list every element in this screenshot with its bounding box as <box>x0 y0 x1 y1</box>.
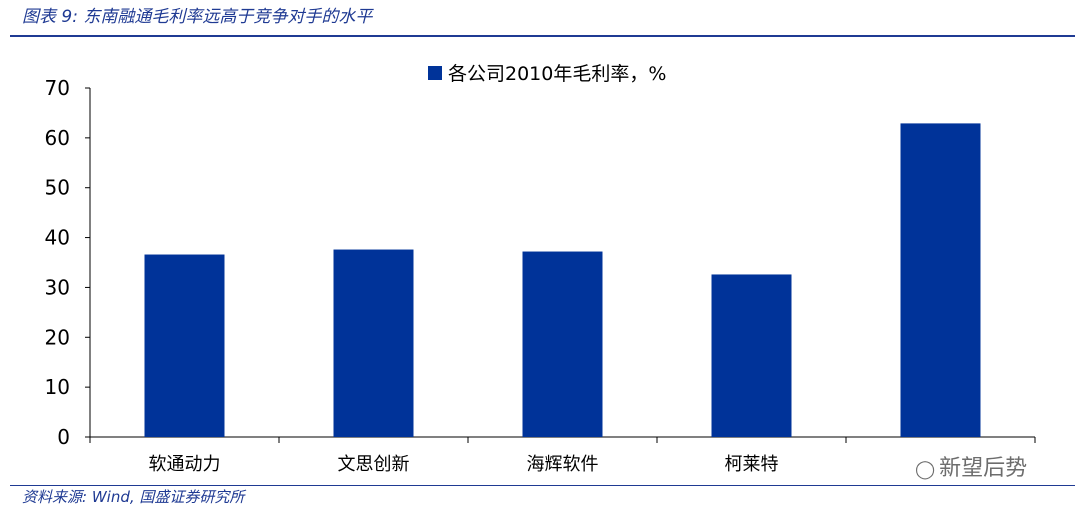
source-note: 资料来源: Wind, 国盛证券研究所 <box>22 488 245 506</box>
y-tick-label: 0 <box>57 425 70 449</box>
bar <box>333 249 414 437</box>
bar <box>522 251 603 437</box>
wechat-icon: ◯ <box>915 459 936 480</box>
source-divider <box>10 485 1075 486</box>
category-labels: 软通动力 文思创新 海辉软件 柯莱特 <box>149 454 779 475</box>
legend-label: 各公司2010年毛利率，% <box>448 63 666 85</box>
legend-swatch <box>428 66 442 80</box>
watermark: ◯ 新望后势 <box>915 450 1027 482</box>
chart-legend: 各公司2010年毛利率，% <box>428 63 666 85</box>
y-axis: 0 10 20 30 40 50 60 70 <box>45 76 91 449</box>
bar <box>900 123 981 438</box>
x-axis <box>89 436 1036 443</box>
y-tick-label: 50 <box>45 176 70 200</box>
x-category-label: 文思创新 <box>338 454 410 475</box>
bar-series <box>144 123 981 438</box>
y-tick-label: 60 <box>45 126 70 150</box>
y-tick-label: 30 <box>45 275 70 299</box>
x-category-label: 柯莱特 <box>725 454 779 475</box>
x-category-label: 海辉软件 <box>527 454 599 475</box>
figure-title: 图表 9: 东南融通毛利率远高于竞争对手的水平 <box>22 7 373 27</box>
x-category-label: 软通动力 <box>149 454 221 475</box>
bar-chart: 各公司2010年毛利率，% 0 10 20 30 40 50 60 70 软通动力 文思创新 海辉… <box>45 63 1036 475</box>
watermark-text: 新望后势 <box>939 456 1028 481</box>
y-tick-label: 40 <box>45 226 70 250</box>
y-tick-label: 10 <box>45 375 70 399</box>
bar <box>711 274 792 437</box>
bar <box>144 254 225 437</box>
y-tick-label: 20 <box>45 325 70 349</box>
title-divider <box>10 35 1075 37</box>
y-tick-label: 70 <box>45 76 70 100</box>
